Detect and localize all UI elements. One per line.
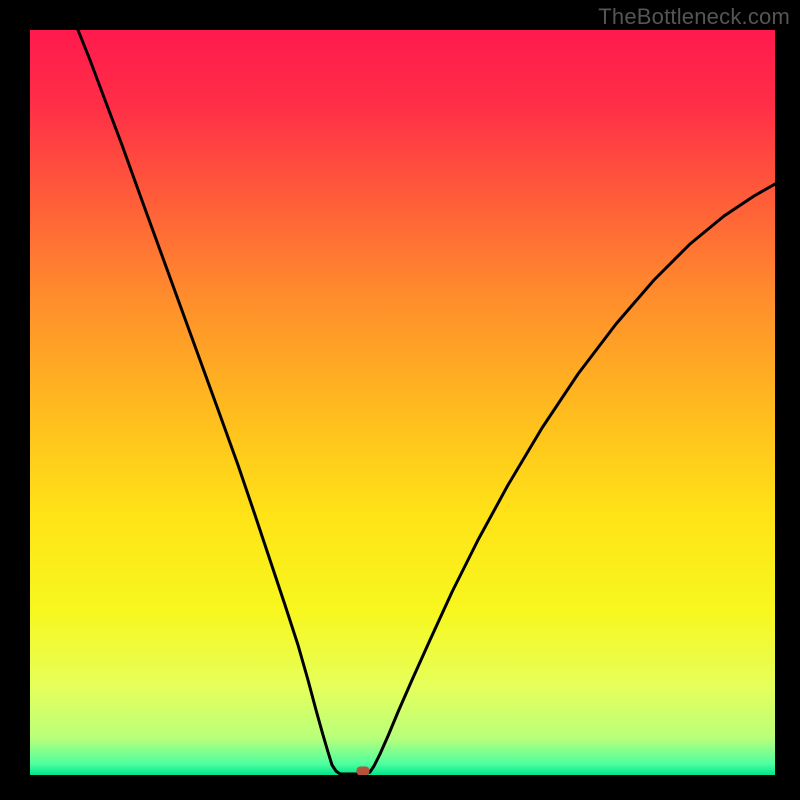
chart-stage: TheBottleneck.com (0, 0, 800, 800)
plot-area (30, 30, 775, 775)
optimal-point-marker (357, 767, 370, 776)
gradient-background (30, 30, 775, 775)
watermark-text: TheBottleneck.com (598, 4, 790, 30)
bottleneck-curve-chart (30, 30, 775, 775)
